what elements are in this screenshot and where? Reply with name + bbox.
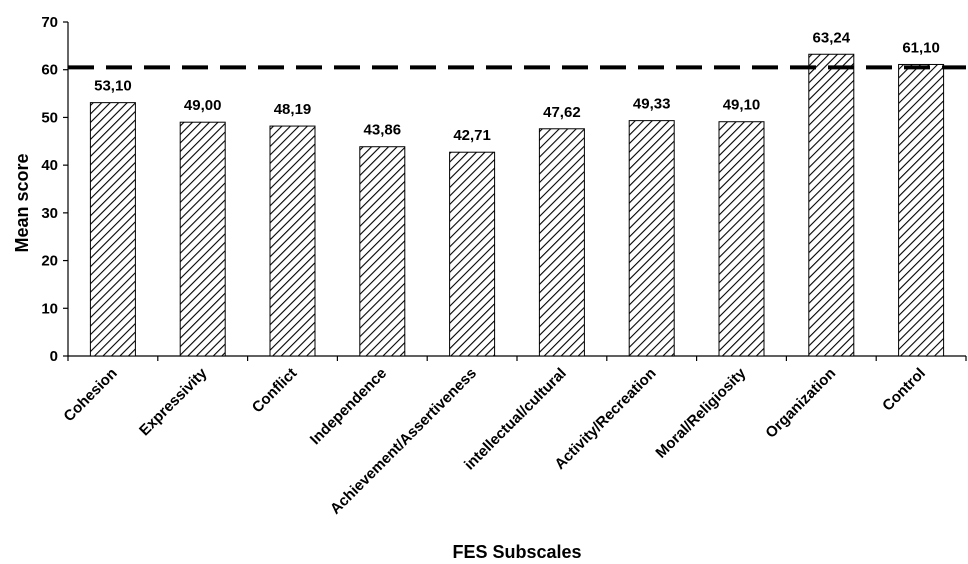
x-category-label: Expressivity xyxy=(136,364,211,439)
data-label: 42,71 xyxy=(453,127,491,144)
x-category-label: Organization xyxy=(762,365,839,442)
data-label: 43,86 xyxy=(364,122,402,139)
bar-independence xyxy=(359,146,406,357)
x-category-label: Cohesion xyxy=(60,365,120,425)
bar-intellectual-cultural xyxy=(538,128,585,357)
data-label: 49,00 xyxy=(184,97,222,114)
data-label: 61,10 xyxy=(902,39,940,56)
data-label: 53,10 xyxy=(94,78,132,95)
x-category-label: Conflict xyxy=(249,365,300,416)
y-tick-label: 20 xyxy=(41,253,58,270)
data-label: 49,33 xyxy=(633,96,671,113)
y-tick-label: 70 xyxy=(41,14,58,31)
x-category-label: Independence xyxy=(307,365,390,448)
bar-control xyxy=(898,63,945,357)
bar-activity-recreation xyxy=(628,120,675,357)
x-category-label: Achievement/Assertiveness xyxy=(327,365,480,518)
x-category-label: Moral/Religiosity xyxy=(652,364,749,461)
bar-conflict xyxy=(269,125,316,357)
bar-achievement-assertiveness xyxy=(449,151,496,357)
bar-organization xyxy=(808,53,855,357)
bar-cohesion xyxy=(89,102,136,357)
data-label: 48,19 xyxy=(274,101,312,118)
data-label: 49,10 xyxy=(723,97,761,114)
y-tick-label: 40 xyxy=(41,157,58,174)
bar-expressivity xyxy=(179,121,226,357)
y-tick-label: 60 xyxy=(41,62,58,79)
data-label: 47,62 xyxy=(543,104,581,121)
y-tick-label: 30 xyxy=(41,205,58,222)
y-tick-label: 50 xyxy=(41,109,58,126)
plot-area: 0 10 20 30 40 50 60 70 53,10 Cohesion 49,00 Express… xyxy=(41,14,967,518)
x-axis-title: FES Subscales xyxy=(452,542,581,562)
x-category-label: intellectual/cultural xyxy=(461,365,570,474)
x-category-label: Activity/Recreation xyxy=(551,365,659,473)
y-tick-label: 10 xyxy=(41,300,58,317)
bar-moral-religiosity xyxy=(718,121,765,357)
y-axis-title: Mean score xyxy=(12,153,32,252)
y-tick-label: 0 xyxy=(50,348,58,365)
data-label: 63,24 xyxy=(813,29,851,46)
x-category-label: Control xyxy=(879,365,929,415)
